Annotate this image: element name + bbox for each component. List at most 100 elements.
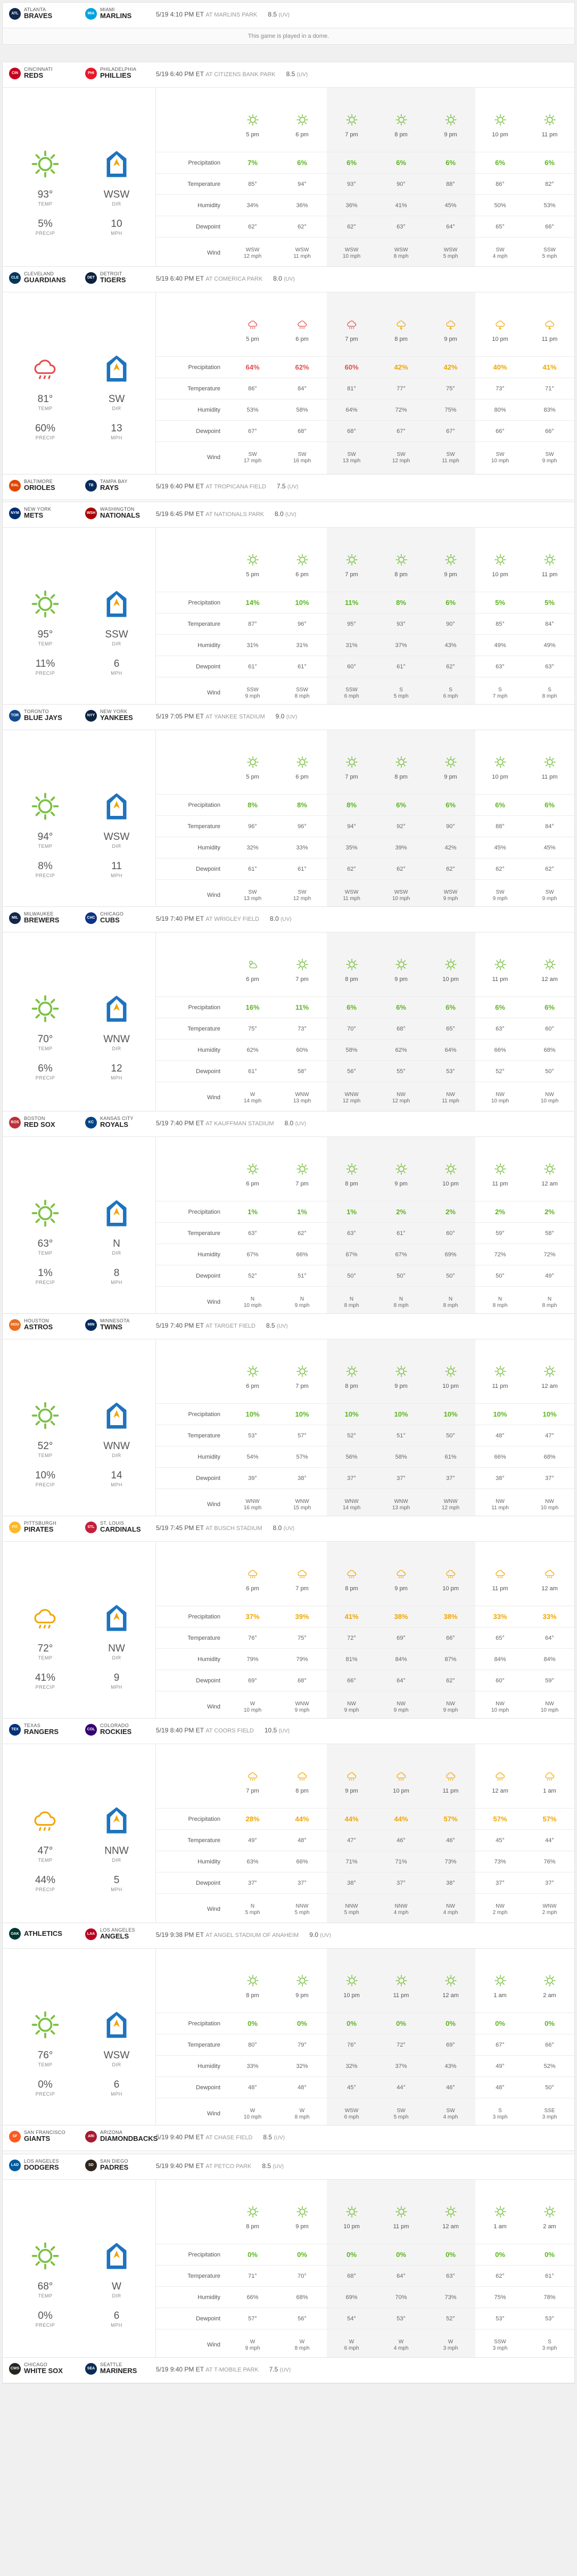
forecast: 76° TEMP WSW DIR 0% PRECIP 6 MPH Precipitation Te… [3, 1949, 574, 2138]
summary-value: 41% [35, 1672, 56, 1683]
away-team[interactable]: CWS Chicago White Sox [9, 2362, 63, 2375]
rain-cloud-icon [525, 1566, 574, 1581]
home-team[interactable]: PHI Philadelphia Phillies [85, 67, 136, 79]
summary-temp: 70° TEMP [16, 1034, 75, 1051]
home-team[interactable]: CHC Chicago Cubs [85, 911, 123, 924]
rain-cloud-icon [277, 1769, 327, 1784]
ballpark-name[interactable]: AT WRIGLEY FIELD [205, 916, 260, 922]
humidity-cell: 36% [327, 194, 376, 216]
summary-sun-icon [30, 589, 60, 619]
home-team[interactable]: MIA Miami Marlins [85, 7, 131, 20]
summary-value: 47° [37, 1845, 53, 1857]
home-team[interactable]: KC Kansas City Royals [85, 1116, 134, 1128]
home-team[interactable]: NYY New York Yankees [85, 709, 133, 722]
ballpark-name[interactable]: AT NATIONALS PARK [205, 511, 265, 518]
away-team[interactable]: BOS Boston Red Sox [9, 1116, 55, 1128]
temp-value: 94° [298, 181, 307, 187]
dewpoint-cell: 55° [376, 1060, 426, 1082]
summary-speed: 9 MPH [87, 1672, 146, 1690]
team-city: Seattle [100, 2362, 122, 2367]
away-team[interactable]: CLE Cleveland Guardians [9, 271, 66, 284]
home-team[interactable]: LAA Los Angeles Angels [85, 1927, 135, 1940]
home-team[interactable]: SEA Seattle Mariners [85, 2362, 137, 2375]
team-logo: HOU [9, 1319, 21, 1331]
home-team[interactable]: DET Detroit Tigers [85, 271, 126, 284]
home-team[interactable]: MIN Minnesota Twins [85, 1318, 130, 1331]
ballpark-name[interactable]: AT CHASE FIELD [205, 2135, 253, 2141]
away-team[interactable]: BAL Baltimore Orioles [9, 479, 55, 492]
wind-value: WNW 12 mph [342, 1091, 361, 1104]
away-team[interactable]: TOR Toronto Blue Jays [9, 709, 62, 722]
home-team[interactable]: TB Tampa Bay Rays [85, 479, 128, 492]
dewpoint-cell: 62° [228, 216, 277, 237]
temp-value: 53° [248, 1432, 257, 1439]
wind-value: SSW 3 mph [492, 2338, 508, 2351]
ballpark-name[interactable]: AT ANGEL STADIUM OF ANAHEIM [205, 1932, 299, 1939]
wind-value: WSW 10 mph [392, 889, 410, 902]
sun-icon [228, 1162, 277, 1176]
hour-time: 9 pm [444, 774, 457, 780]
ballpark-name[interactable]: AT BUSCH STADIUM [205, 1525, 262, 1532]
row-label-precipitation: Precipitation [156, 1808, 228, 1829]
wind-value: N 9 mph [294, 1296, 310, 1309]
wind-value: SW 12 mph [293, 889, 311, 902]
dewpoint-cell: 37° [277, 1872, 327, 1893]
home-team[interactable]: COL Colorado Rockies [85, 1723, 131, 1736]
summary-rain-cloud-icon [30, 1603, 60, 1633]
ballpark-name[interactable]: AT MARLINS PARK [205, 12, 258, 18]
team-logo: TOR [9, 709, 21, 722]
rain-cloud-icon [475, 1566, 525, 1581]
uv-rating: 7.5 (UV) [269, 2366, 291, 2373]
summary-temp: 81° TEMP [16, 394, 75, 411]
hour-column: 6 pm 1% 63° 67% 52° N 10 mph [228, 1137, 277, 1326]
temp-cell: 71° [525, 378, 574, 399]
ballpark-name[interactable]: AT T-MOBILE PARK [205, 2367, 259, 2373]
away-team[interactable]: OAK Athletics [9, 1928, 62, 1940]
uv-label: (UV) [273, 2164, 284, 2170]
humidity-cell: 78% [525, 2286, 574, 2308]
dewpoint-cell: 61° [376, 656, 426, 677]
ballpark-name[interactable]: AT PETCO PARK [205, 2163, 252, 2170]
ballpark-name[interactable]: AT TARGET FIELD [205, 1323, 255, 1329]
ballpark-name[interactable]: AT COMERICA PARK [205, 276, 263, 282]
summary-temp: 93° TEMP [16, 189, 75, 207]
wind-direction-icon [104, 791, 129, 821]
away-team[interactable]: ATL Atlanta Braves [9, 7, 52, 20]
hour-time: 1 am [493, 2223, 507, 2230]
precip-value: 0% [347, 2019, 357, 2027]
ballpark-name[interactable]: AT COORS FIELD [205, 1728, 254, 1734]
ballpark-name[interactable]: AT KAUFFMAN STADIUM [205, 1121, 274, 1127]
summary-label: MPH [111, 435, 122, 440]
hour-time: 9 pm [394, 1585, 408, 1592]
away-team[interactable]: PIT Pittsburgh Pirates [9, 1520, 56, 1533]
home-team[interactable]: ARI Arizona Diamondbacks [85, 2130, 158, 2142]
humidity-cell: 62% [228, 1039, 277, 1060]
home-team[interactable]: WSH Washington Nationals [85, 506, 140, 519]
ballpark-name[interactable]: AT CITIZENS BANK PARK [205, 71, 276, 78]
wind-value: SW 12 mph [392, 451, 410, 464]
temp-cell: 69° [376, 1627, 426, 1648]
away-team[interactable]: SF San Francisco Giants [9, 2130, 65, 2142]
precip-cell: 5% [525, 592, 574, 613]
away-team[interactable]: MIL Milwaukee Brewers [9, 911, 59, 924]
home-team[interactable]: SD San Diego Padres [85, 2158, 128, 2171]
away-team[interactable]: LAD Los Angeles Dodgers [9, 2158, 59, 2171]
summary-value: WNW [103, 1441, 130, 1452]
away-team[interactable]: CIN Cincinnati Reds [9, 67, 53, 79]
dewpoint-cell: 60° [475, 1670, 525, 1691]
dewpoint-cell: 67° [228, 420, 277, 441]
temp-cell: 65° [426, 1018, 475, 1039]
summary-value: 1% [38, 1267, 53, 1279]
temp-value: 48° [496, 1432, 505, 1439]
ballpark-name[interactable]: AT TROPICANA FIELD [205, 484, 266, 490]
row-label-wind: Wind [156, 1286, 228, 1318]
precip-cell: 1% [277, 1201, 327, 1222]
away-team[interactable]: TEX Texas Rangers [9, 1723, 59, 1736]
wind-value: SW 9 mph [542, 451, 557, 464]
away-team[interactable]: HOU Houston Astros [9, 1318, 53, 1331]
precip-value: 8% [347, 801, 357, 809]
ballpark-name[interactable]: AT YANKEE STADIUM [205, 714, 265, 720]
home-team[interactable]: STL St. Louis Cardinals [85, 1520, 141, 1533]
sun-icon [376, 1162, 426, 1176]
away-team[interactable]: NYM New York Mets [9, 506, 51, 519]
